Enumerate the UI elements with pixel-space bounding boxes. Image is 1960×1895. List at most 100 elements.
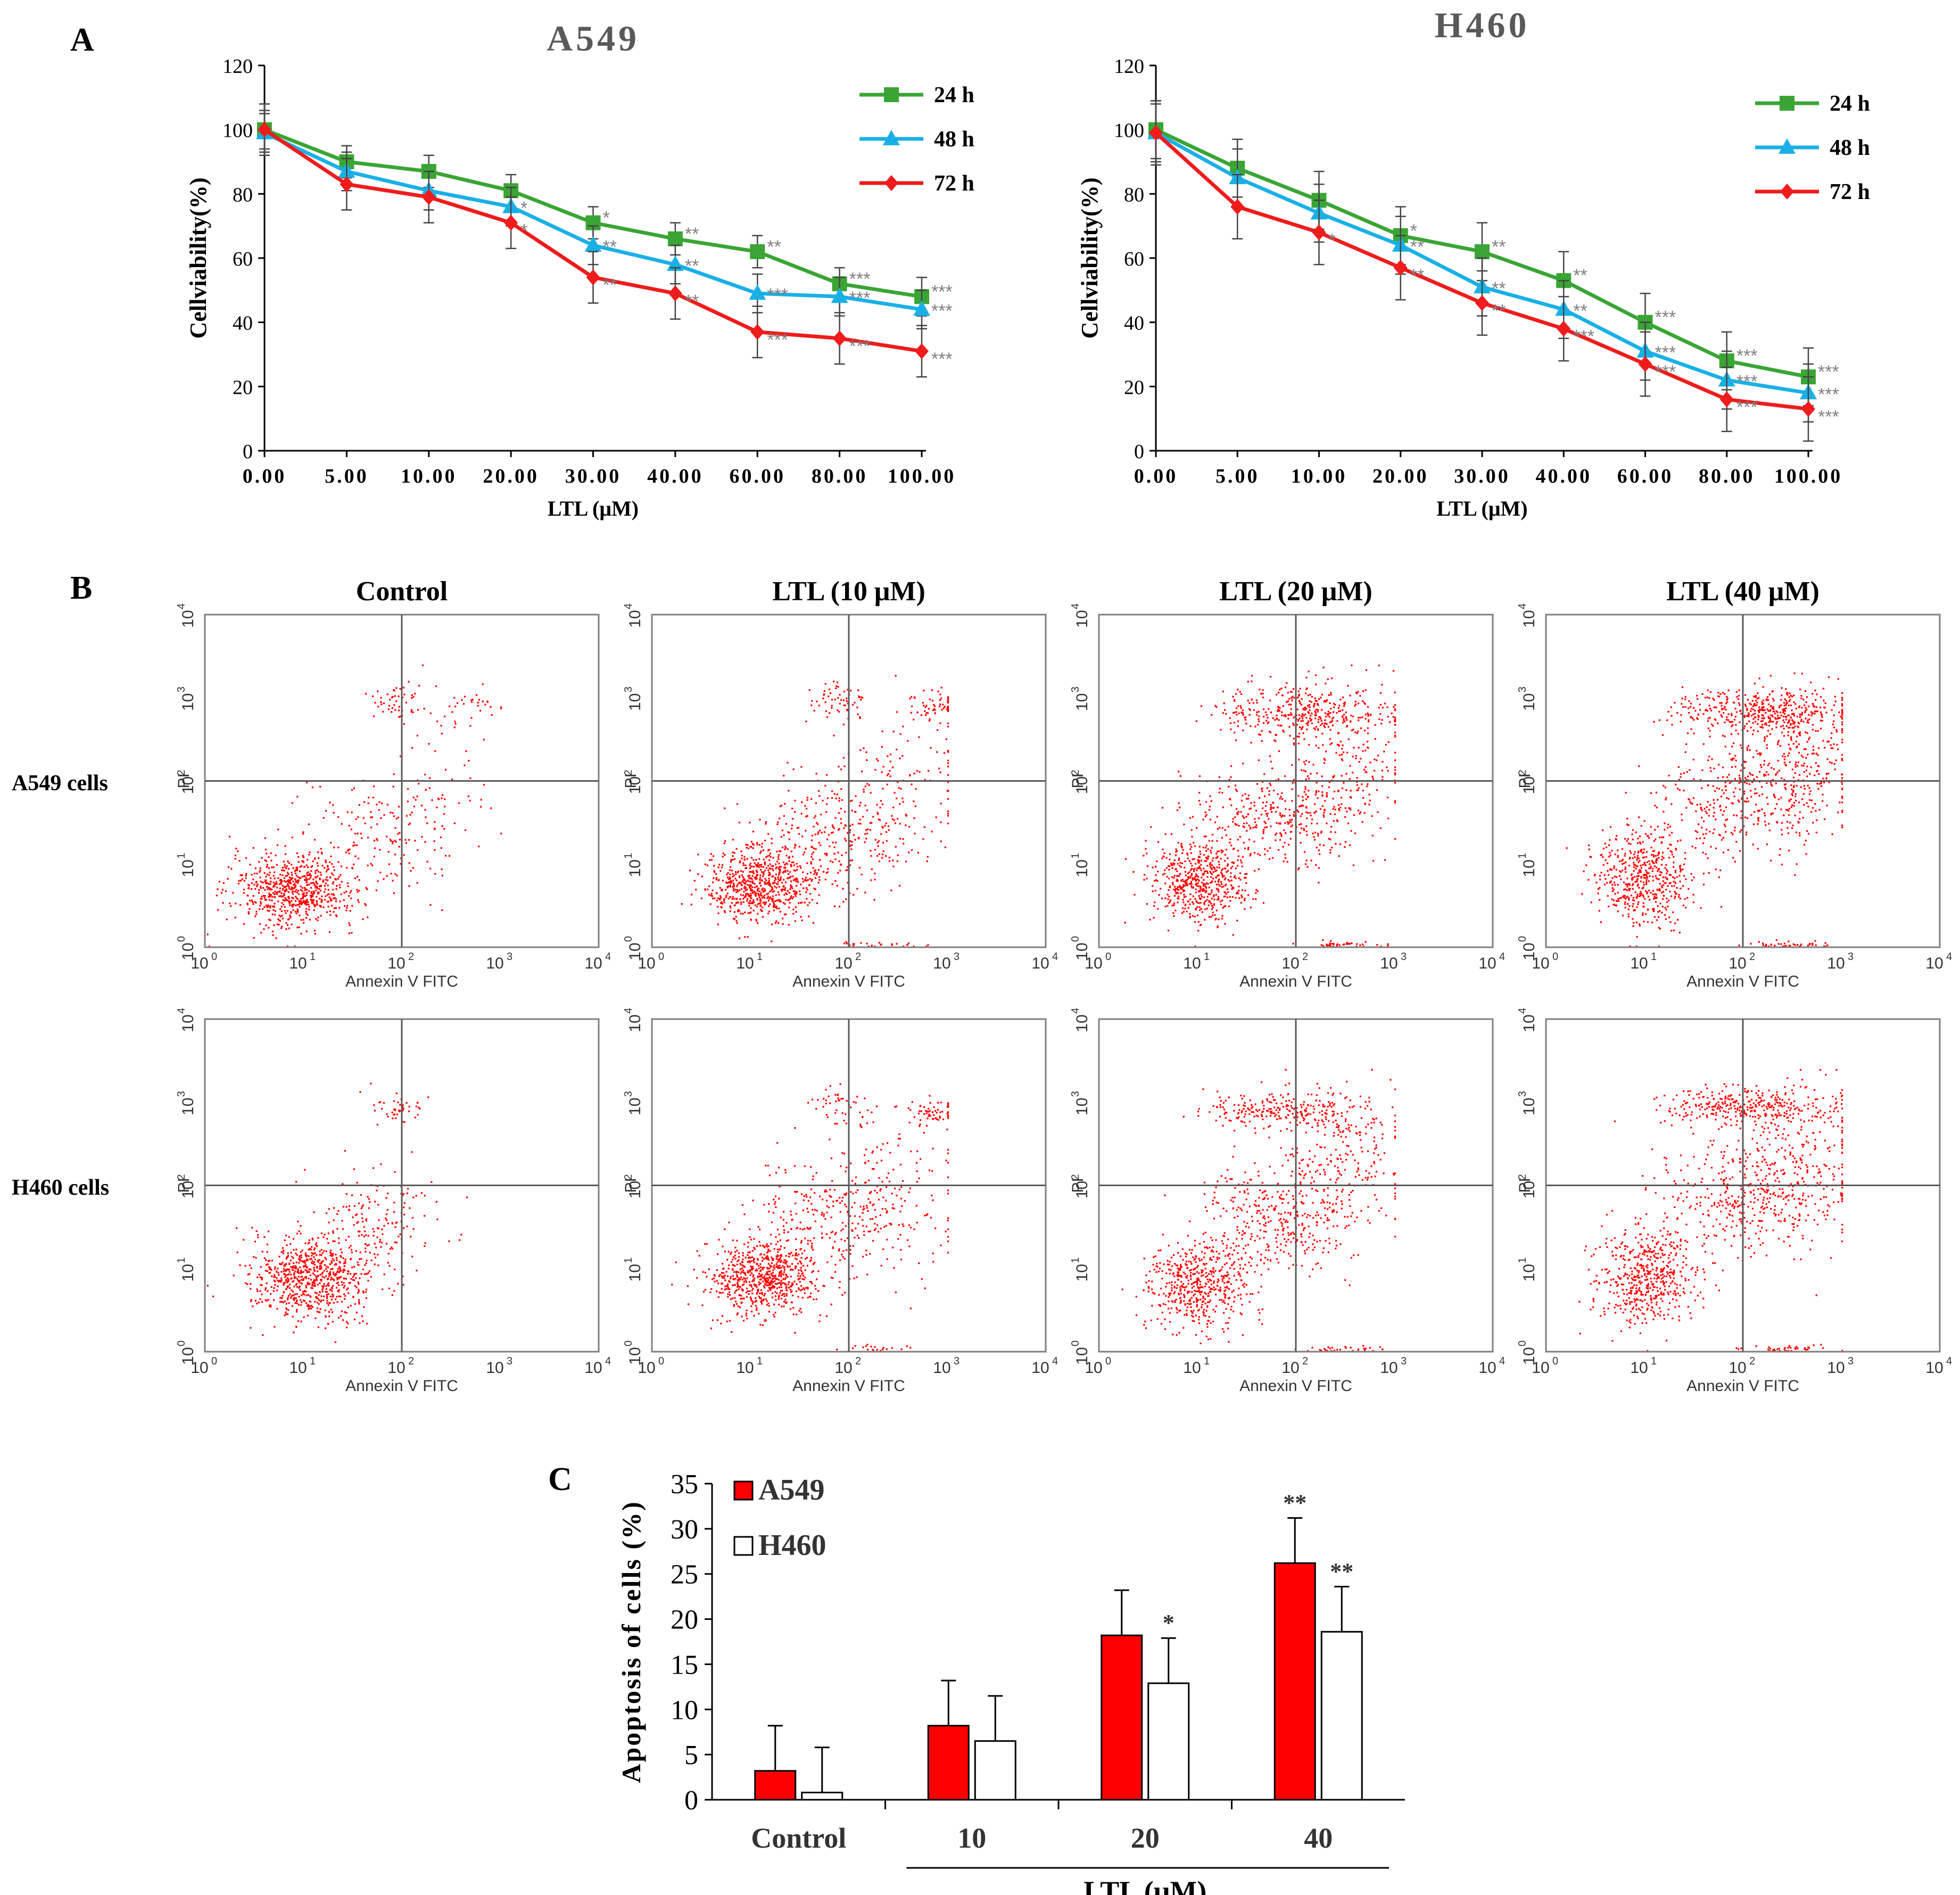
event-dot: [373, 785, 375, 788]
event-dot: [1192, 901, 1194, 903]
event-dot: [394, 709, 396, 711]
event-dot: [284, 889, 286, 891]
event-dot: [1394, 719, 1396, 722]
event-dot: [1200, 893, 1202, 896]
event-dot: [879, 807, 881, 809]
event-dot: [1200, 859, 1203, 862]
event-dot: [1259, 734, 1261, 736]
event-dot: [291, 897, 293, 899]
event-dot: [1176, 891, 1178, 893]
event-dot: [725, 881, 727, 883]
event-dot: [1673, 856, 1675, 858]
event-dot: [1279, 689, 1281, 691]
event-dot: [300, 900, 302, 902]
event-dot: [404, 839, 407, 841]
event-dot: [394, 840, 396, 842]
event-dot: [1318, 881, 1320, 884]
event-dot: [911, 783, 913, 785]
event-dot: [1302, 726, 1304, 728]
event-dot: [1256, 714, 1258, 716]
y-tick-label: 60: [233, 248, 253, 270]
event-dot: [768, 859, 771, 861]
event-dot: [1376, 759, 1378, 762]
event-dot: [1713, 815, 1715, 817]
event-dot: [887, 825, 890, 827]
event-dot: [1394, 708, 1396, 710]
event-dot: [1215, 893, 1217, 896]
event-dot: [732, 851, 734, 854]
event-dot: [1722, 837, 1724, 839]
event-dot: [1324, 719, 1326, 721]
event-dot: [877, 813, 879, 815]
event-dot: [1303, 827, 1305, 830]
event-dot: [312, 899, 315, 901]
event-dot: [286, 924, 289, 926]
event-dot: [1175, 909, 1177, 912]
event-dot: [1666, 870, 1669, 873]
event-dot: [1757, 818, 1759, 820]
event-dot: [1185, 879, 1187, 881]
event-dot: [348, 824, 350, 827]
event-dot: [1124, 858, 1127, 860]
event-dot: [482, 700, 484, 702]
event-dot: [349, 848, 351, 850]
event-dot: [271, 896, 273, 898]
event-dot: [1279, 798, 1281, 800]
event-dot: [1637, 883, 1639, 886]
event-dot: [841, 799, 843, 801]
event-dot: [1702, 842, 1705, 845]
event-dot: [316, 869, 318, 871]
event-dot: [1616, 900, 1618, 902]
event-dot: [1350, 808, 1352, 811]
event-dot: [842, 888, 844, 890]
event-dot: [1330, 945, 1332, 948]
event-dot: [1599, 887, 1601, 889]
event-dot: [1666, 872, 1668, 874]
event-dot: [890, 889, 892, 891]
event-dot: [798, 833, 800, 835]
event-dot: [387, 708, 390, 710]
event-dot: [710, 895, 712, 897]
event-dot: [907, 740, 909, 742]
event-dot: [1293, 697, 1295, 699]
event-dot: [813, 847, 815, 850]
event-dot: [1731, 832, 1733, 834]
event-dot: [271, 888, 273, 891]
event-dot: [1217, 881, 1219, 883]
event-dot: [1297, 742, 1300, 744]
event-dot: [1709, 831, 1711, 833]
event-dot: [1222, 806, 1224, 808]
event-dot: [1301, 715, 1303, 717]
event-dot: [881, 746, 883, 748]
event-dot: [358, 890, 360, 892]
event-dot: [1745, 779, 1747, 781]
event-dot: [1313, 704, 1315, 706]
event-dot: [1169, 853, 1171, 855]
event-dot: [1176, 875, 1178, 877]
event-dot: [1636, 906, 1638, 908]
event-dot: [1215, 870, 1218, 872]
event-dot: [1354, 705, 1356, 707]
event-dot: [759, 879, 761, 881]
event-dot: [1198, 890, 1201, 893]
event-dot: [763, 871, 765, 873]
event-dot: [1222, 886, 1225, 888]
event-dot: [407, 788, 409, 790]
event-dot: [1291, 699, 1293, 701]
event-dot: [757, 913, 759, 915]
event-dot: [322, 906, 325, 908]
event-dot: [1339, 698, 1342, 701]
event-dot: [260, 886, 262, 888]
y-tick-label: 0: [243, 441, 253, 463]
event-dot: [1329, 838, 1332, 841]
event-dot: [327, 905, 329, 908]
event-dot: [1336, 820, 1338, 822]
event-dot: [876, 855, 879, 857]
event-dot: [1660, 842, 1663, 844]
event-dot: [1640, 869, 1642, 872]
event-dot: [1732, 802, 1734, 805]
event-dot: [280, 927, 282, 929]
event-dot: [1332, 798, 1334, 800]
x-tick-label: 20.00: [1372, 465, 1429, 487]
